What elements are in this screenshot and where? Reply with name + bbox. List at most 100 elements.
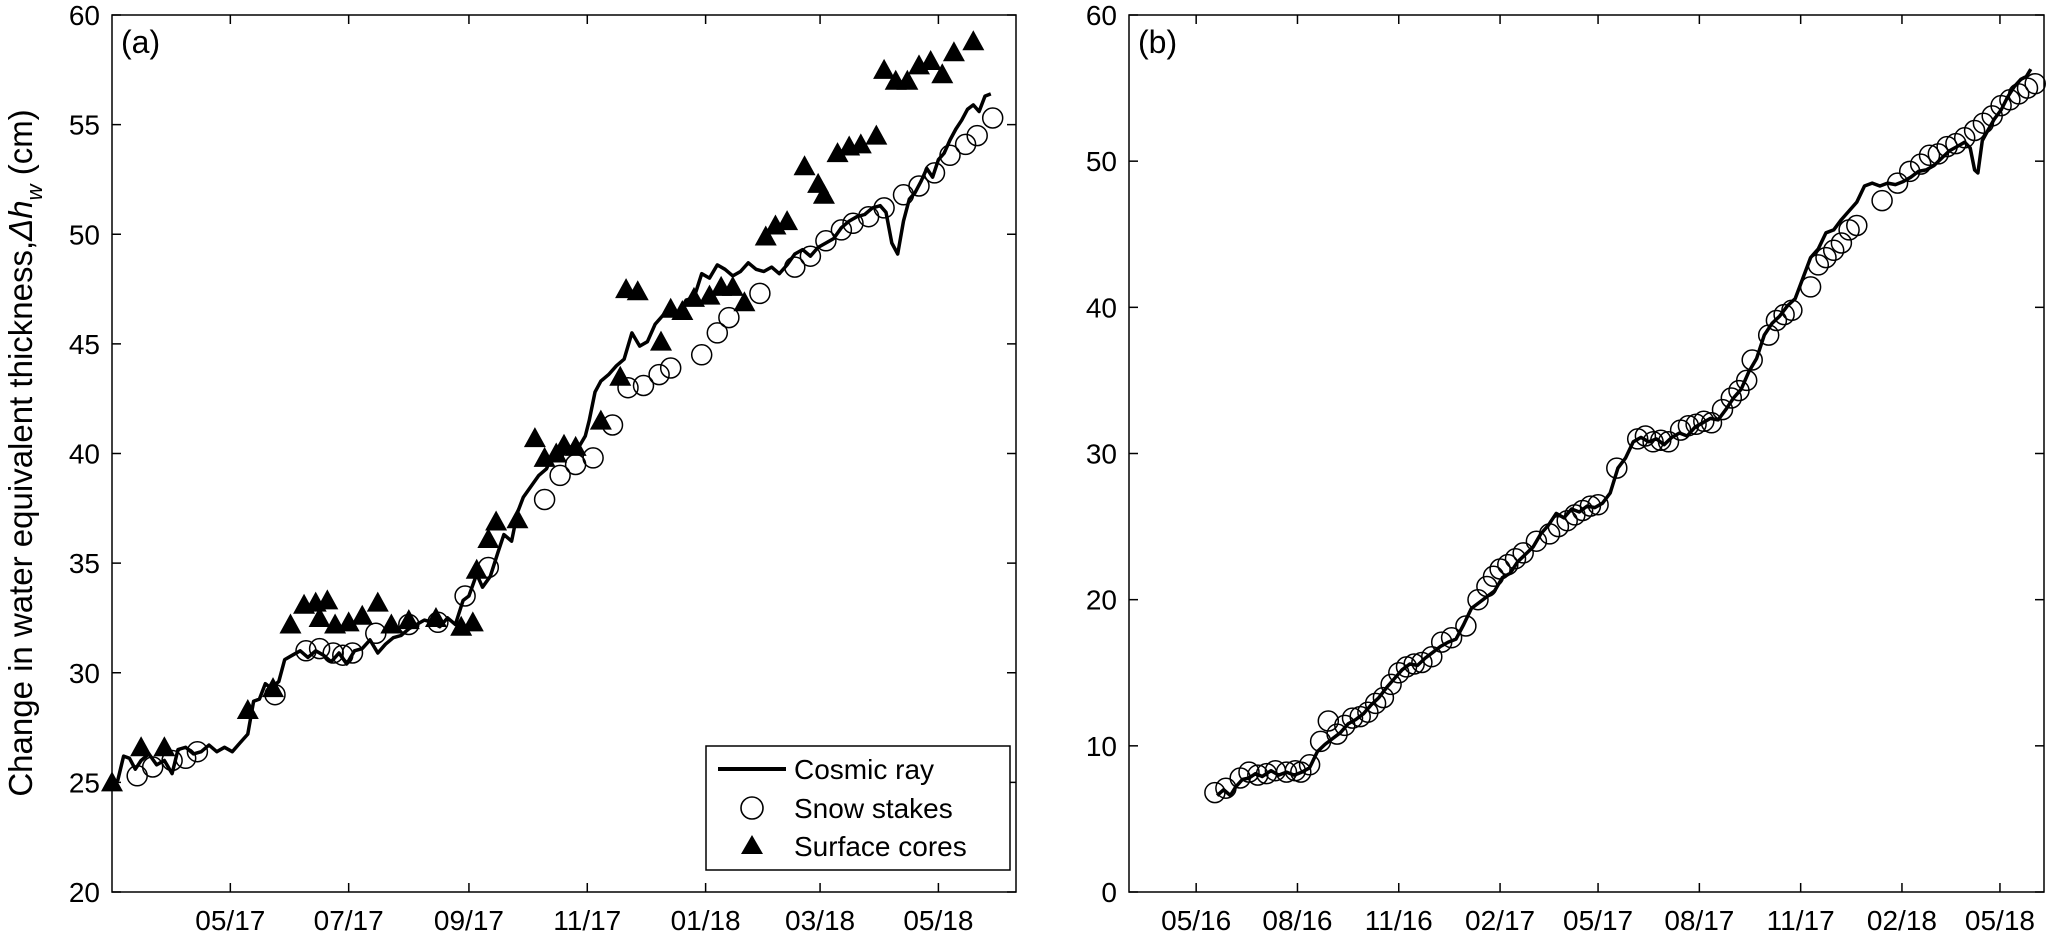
point-snow-stakes xyxy=(1720,387,1743,409)
point-snow-stakes xyxy=(632,374,655,397)
point-surface-cores xyxy=(733,291,756,312)
point-snow-stakes xyxy=(1799,276,1822,298)
legend: Cosmic ray Snow stakes Surface cores xyxy=(705,745,1011,871)
y-axis-label-symbol: Δh xyxy=(2,200,39,242)
point-surface-cores xyxy=(793,155,816,176)
point-snow-stakes xyxy=(815,230,837,252)
point-surface-cores xyxy=(397,609,420,630)
point-surface-cores xyxy=(101,771,123,792)
point-surface-cores xyxy=(671,299,694,320)
point-surface-cores xyxy=(477,528,500,549)
point-snow-stakes xyxy=(1357,701,1379,723)
x-tick-label: 08/17 xyxy=(1664,905,1734,936)
point-surface-cores xyxy=(931,63,954,84)
point-snow-stakes xyxy=(1634,425,1657,447)
point-surface-cores xyxy=(366,591,389,612)
y-axis-label-main: Change in water equivalent thickness, xyxy=(2,241,39,797)
legend-triangle-swatch xyxy=(741,835,763,854)
point-snow-stakes xyxy=(617,376,639,399)
point-snow-stakes xyxy=(784,256,806,278)
x-tick-label: 09/17 xyxy=(434,905,504,936)
point-surface-cores xyxy=(337,611,360,632)
point-surface-cores xyxy=(153,736,176,757)
y-axis-label-subscript: w xyxy=(22,182,47,200)
point-snow-stakes xyxy=(690,344,713,366)
legend-circle-swatch xyxy=(740,796,764,820)
point-snow-stakes xyxy=(295,640,317,662)
point-surface-cores xyxy=(649,330,672,351)
y-tick-label: 35 xyxy=(69,548,100,579)
panel-a-y-axis-label: Change in water equivalent thickness,Δhw… xyxy=(2,109,47,796)
point-snow-stakes xyxy=(186,740,209,763)
point-surface-cores xyxy=(962,30,985,51)
x-tick-label: 02/17 xyxy=(1465,905,1535,936)
point-snow-stakes xyxy=(174,747,197,770)
point-snow-stakes xyxy=(332,644,354,666)
point-snow-stakes xyxy=(1898,160,1921,183)
point-surface-cores xyxy=(849,133,872,154)
x-tick-label: 02/18 xyxy=(1867,905,1937,936)
x-tick-label: 08/16 xyxy=(1262,905,1332,936)
panel-b-x-ticks: 05/16 08/16 11/16 02/17 05/17 08/17 11/17 02/18… xyxy=(1161,15,2035,936)
point-snow-stakes xyxy=(939,144,961,167)
point-snow-stakes xyxy=(1642,431,1664,453)
point-snow-stakes xyxy=(1830,232,1853,254)
x-tick-label: 05/16 xyxy=(1161,905,1231,936)
point-snow-stakes xyxy=(1846,214,1868,237)
point-snow-stakes xyxy=(799,245,822,267)
point-snow-stakes xyxy=(749,282,771,305)
y-tick-label: 30 xyxy=(1086,439,1117,470)
point-snow-stakes xyxy=(1476,575,1498,598)
point-snow-stakes xyxy=(1822,239,1845,262)
point-snow-stakes xyxy=(1972,112,1995,134)
x-tick-label: 05/17 xyxy=(1563,905,1633,936)
point-snow-stakes xyxy=(1963,119,1986,142)
point-surface-cores xyxy=(812,183,835,204)
point-surface-cores xyxy=(942,41,965,62)
point-snow-stakes xyxy=(1650,429,1672,452)
point-snow-stakes xyxy=(1411,651,1433,674)
point-snow-stakes xyxy=(1497,553,1519,576)
point-snow-stakes xyxy=(1579,495,1602,517)
point-snow-stakes xyxy=(1765,309,1788,332)
point-snow-stakes xyxy=(1380,673,1402,696)
panel-a-x-ticks: 05/17 07/17 09/17 11/17 01/18 03/18 05/18 xyxy=(195,15,973,936)
point-surface-cores xyxy=(626,280,649,301)
point-surface-cores xyxy=(461,611,484,632)
point-snow-stakes xyxy=(1741,349,1763,371)
x-tick-label: 07/17 xyxy=(314,905,384,936)
panel-a-label: (a) xyxy=(121,24,160,60)
point-snow-stakes xyxy=(659,357,682,379)
y-tick-label: 10 xyxy=(1086,731,1117,762)
panel-a-series xyxy=(101,30,1004,792)
point-snow-stakes xyxy=(1757,324,1780,346)
y-tick-label: 55 xyxy=(69,110,100,141)
y-tick-label: 50 xyxy=(69,219,100,250)
point-snow-stakes xyxy=(582,447,604,469)
point-snow-stakes xyxy=(1525,530,1548,552)
y-tick-label: 0 xyxy=(1101,877,1117,908)
point-surface-cores xyxy=(308,606,331,627)
point-snow-stakes xyxy=(1298,754,1321,776)
point-snow-stakes xyxy=(1504,547,1527,570)
point-snow-stakes xyxy=(1538,523,1561,545)
point-surface-cores xyxy=(351,604,374,625)
panel-b-series xyxy=(1204,68,2046,804)
y-tick-label: 25 xyxy=(69,767,100,798)
point-surface-cores xyxy=(424,606,447,627)
point-surface-cores xyxy=(380,613,403,634)
x-tick-label: 11/16 xyxy=(1365,905,1433,936)
point-snow-stakes xyxy=(1341,707,1364,729)
point-snow-stakes xyxy=(2024,72,2046,95)
y-tick-label: 60 xyxy=(69,0,100,31)
point-snow-stakes xyxy=(1326,723,1348,745)
panel-b-y-ticks: 0 10 20 30 40 50 60 xyxy=(1086,0,2044,908)
point-snow-stakes xyxy=(1936,135,1958,158)
point-surface-cores xyxy=(589,409,612,430)
point-snow-stakes xyxy=(954,133,977,156)
point-snow-stakes xyxy=(981,107,1004,129)
point-snow-stakes xyxy=(1290,761,1312,783)
point-surface-cores xyxy=(485,510,508,531)
